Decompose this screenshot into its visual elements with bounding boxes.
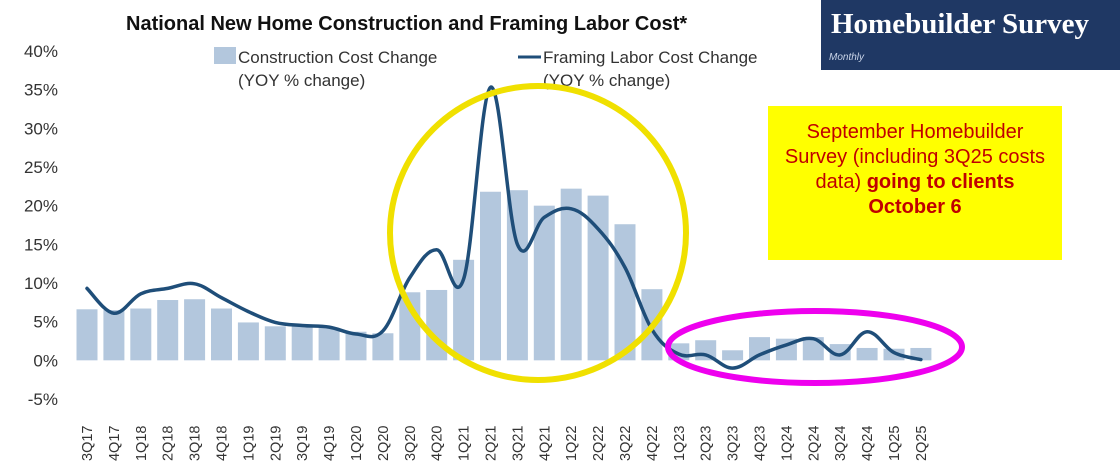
x-tick-label: 2Q23: [699, 426, 715, 461]
construction-cost-bar: [291, 324, 313, 361]
x-tick-label: 2Q22: [591, 426, 607, 461]
highlight-circle: [387, 83, 689, 383]
x-tick-label: 4Q17: [107, 426, 123, 461]
x-tick-label: 3Q20: [403, 426, 419, 461]
legend-bars-label: Construction Cost Change: [238, 48, 437, 67]
x-tick-label: 3Q23: [726, 426, 742, 461]
callout-text: September Homebuilder Survey (including …: [784, 121, 1046, 193]
construction-cost-bar: [856, 347, 878, 361]
bar-series: [76, 188, 932, 361]
x-tick-label: 4Q20: [430, 426, 446, 461]
construction-cost-bar: [533, 205, 555, 361]
x-tick-label: 3Q17: [80, 426, 96, 461]
y-tick-label: 0%: [33, 351, 58, 370]
y-tick-label: 15%: [24, 235, 58, 254]
x-tick-label: 4Q22: [645, 426, 661, 461]
construction-cost-bar: [749, 337, 770, 361]
x-tick-label: 3Q22: [618, 426, 634, 461]
x-tick-label: 1Q22: [564, 426, 580, 461]
y-tick-label: 25%: [24, 158, 58, 177]
x-tick-label: 3Q19: [295, 426, 311, 461]
x-tick-label: 2Q20: [376, 426, 392, 461]
y-tick-label: 20%: [24, 197, 58, 216]
x-tick-label: 2Q21: [484, 426, 500, 461]
x-tick-label: 4Q19: [322, 426, 338, 461]
construction-cost-bar: [614, 224, 636, 361]
construction-cost-bar: [829, 344, 851, 361]
x-axis: 3Q17 4Q17 1Q18 2Q18 3Q18 4Q18 1Q19 2Q19 3Q19 4Q19…: [80, 426, 930, 461]
x-tick-label: 2Q19: [268, 426, 284, 461]
construction-cost-bar: [264, 326, 286, 361]
x-tick-label: 3Q21: [510, 426, 526, 461]
construction-cost-bar: [318, 327, 340, 361]
legend-line-sub: (YOY % change): [543, 71, 670, 90]
chart-title: National New Home Construction and Frami…: [126, 13, 687, 35]
construction-cost-bar: [399, 292, 421, 361]
callout-bold-text: going to clients October 6: [866, 171, 1015, 218]
construction-cost-bar: [453, 259, 475, 361]
construction-cost-bar: [184, 299, 206, 361]
x-tick-label: 4Q21: [537, 426, 553, 461]
construction-cost-bar: [560, 188, 582, 361]
construction-cost-bar: [506, 190, 528, 361]
legend-bars-sub: (YOY % change): [238, 71, 365, 90]
x-tick-label: 1Q25: [887, 426, 903, 461]
construction-cost-bar: [103, 310, 125, 361]
x-tick-label: 4Q18: [215, 426, 231, 461]
construction-cost-bar: [157, 300, 179, 361]
y-tick-label: 30%: [24, 119, 58, 138]
x-tick-label: 1Q20: [349, 426, 365, 461]
x-tick-label: 2Q18: [161, 426, 177, 461]
construction-cost-bar: [76, 309, 98, 361]
construction-cost-bar: [345, 331, 367, 361]
x-tick-label: 1Q23: [672, 426, 688, 461]
construction-cost-bar: [130, 308, 152, 361]
construction-cost-bar: [237, 322, 259, 361]
x-tick-label: 4Q24: [860, 426, 876, 461]
y-tick-label: 5%: [33, 313, 58, 332]
x-tick-label: 2Q25: [914, 426, 930, 461]
x-tick-label: 2Q24: [806, 426, 822, 461]
y-tick-label: -5%: [28, 390, 58, 409]
legend-line-label: Framing Labor Cost Change: [543, 48, 758, 67]
x-tick-label: 3Q18: [188, 426, 204, 461]
construction-cost-bar: [722, 350, 744, 361]
x-tick-label: 4Q23: [753, 426, 769, 461]
x-tick-label: 1Q18: [134, 426, 150, 461]
x-tick-label: 3Q24: [833, 426, 849, 461]
brand-name: Homebuilder Survey: [831, 8, 1090, 40]
callout-box: September Homebuilder Survey (including …: [768, 106, 1062, 260]
framing-labor-line: [85, 85, 923, 370]
x-tick-label: 1Q24: [779, 426, 795, 461]
x-tick-label: 1Q19: [241, 426, 257, 461]
construction-cost-bar: [372, 333, 394, 361]
y-tick-label: 40%: [24, 42, 58, 61]
construction-cost-bar: [211, 308, 232, 361]
construction-cost-bar: [480, 191, 501, 361]
y-tick-label: 35%: [24, 81, 58, 100]
x-tick-label: 1Q21: [457, 426, 473, 461]
y-axis: 40% 35% 30% 25% 20% 15% 10% 5% 0% -5%: [24, 42, 58, 409]
brand-subtitle: Monthly: [829, 52, 865, 63]
brand-banner: Homebuilder Survey Monthly: [821, 0, 1120, 70]
legend-bar-swatch: [214, 47, 236, 64]
highlight-ellipse: [665, 308, 965, 386]
y-tick-label: 10%: [24, 274, 58, 293]
